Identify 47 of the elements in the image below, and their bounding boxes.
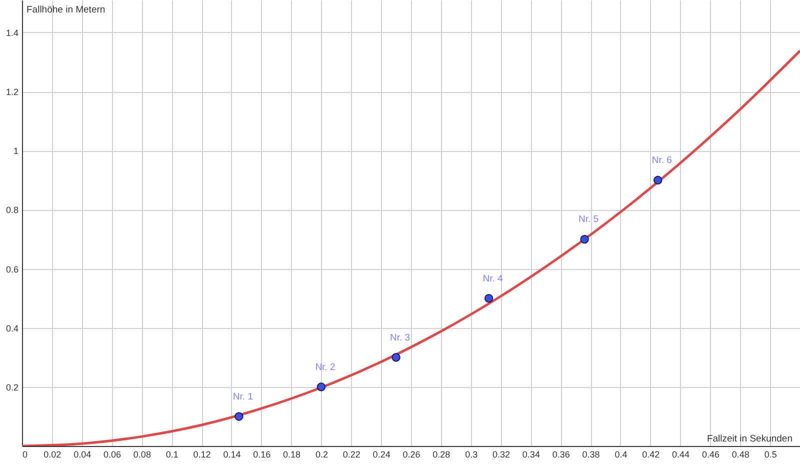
point <box>484 294 494 303</box>
x-tick-label: 0.32 <box>492 450 510 460</box>
x-tick-label: 0.22 <box>342 450 360 460</box>
x-tick-label: 0.3 <box>465 450 478 460</box>
annotation: Nr. 1 <box>232 391 253 402</box>
x-tick-label: 0.04 <box>74 450 92 460</box>
x-tick-label: 0.28 <box>432 450 450 460</box>
annotation: Nr. 2 <box>315 362 336 373</box>
point <box>234 412 244 421</box>
y-tick-label: 0.2 <box>6 382 18 392</box>
point <box>653 176 662 185</box>
y-axis-title: Fallhöhe in Metern <box>26 4 106 16</box>
x-tick-label: 0.46 <box>702 450 720 460</box>
x-tick-label: 0.42 <box>642 450 660 460</box>
point <box>580 234 589 244</box>
x-tick-label: 0.34 <box>522 450 540 460</box>
x-tick-label: 0.1 <box>166 450 178 460</box>
y-tick-label: 0.4 <box>6 323 18 334</box>
x-tick-label: 0.38 <box>582 450 600 460</box>
x-tick-label: 0.2 <box>315 450 328 460</box>
y-tick-label: 1 <box>13 146 18 156</box>
annotation: Nr. 5 <box>578 214 599 226</box>
x-tick-label: 0.08 <box>133 450 151 460</box>
x-tick-label: 0.16 <box>253 450 271 460</box>
point <box>392 353 400 362</box>
x-tick-label: 0.5 <box>764 450 777 460</box>
x-tick-label: 0.36 <box>552 450 570 460</box>
x-tick-label: 0.12 <box>193 450 211 460</box>
x-tick-label: 0.4 <box>614 450 628 460</box>
x-tick-label: 0.14 <box>223 450 241 460</box>
y-tick-label: 1.2 <box>6 87 18 98</box>
y-tick-label: 0.8 <box>6 205 18 216</box>
annotation: Nr. 3 <box>390 332 410 344</box>
x-tick-label: 0.06 <box>104 450 122 460</box>
x-tick-label: 0.44 <box>672 450 690 460</box>
annotation: Nr. 4 <box>482 273 503 284</box>
x-tick-label: 0.48 <box>732 450 750 460</box>
x-tick-label: 0 <box>22 450 28 460</box>
y-tick-label: 0.6 <box>6 264 18 274</box>
annotation: Nr. 6 <box>652 155 672 166</box>
y-tick-label: 1.4 <box>6 28 18 38</box>
x-tick-label: 0.18 <box>283 450 301 460</box>
x-tick-label: 0.24 <box>372 450 390 460</box>
x-axis-title: Fallzeit in Sekunden <box>706 434 792 444</box>
x-tick-label: 0.26 <box>402 450 420 460</box>
point <box>316 382 326 392</box>
x-tick-label: 0.02 <box>44 450 62 460</box>
